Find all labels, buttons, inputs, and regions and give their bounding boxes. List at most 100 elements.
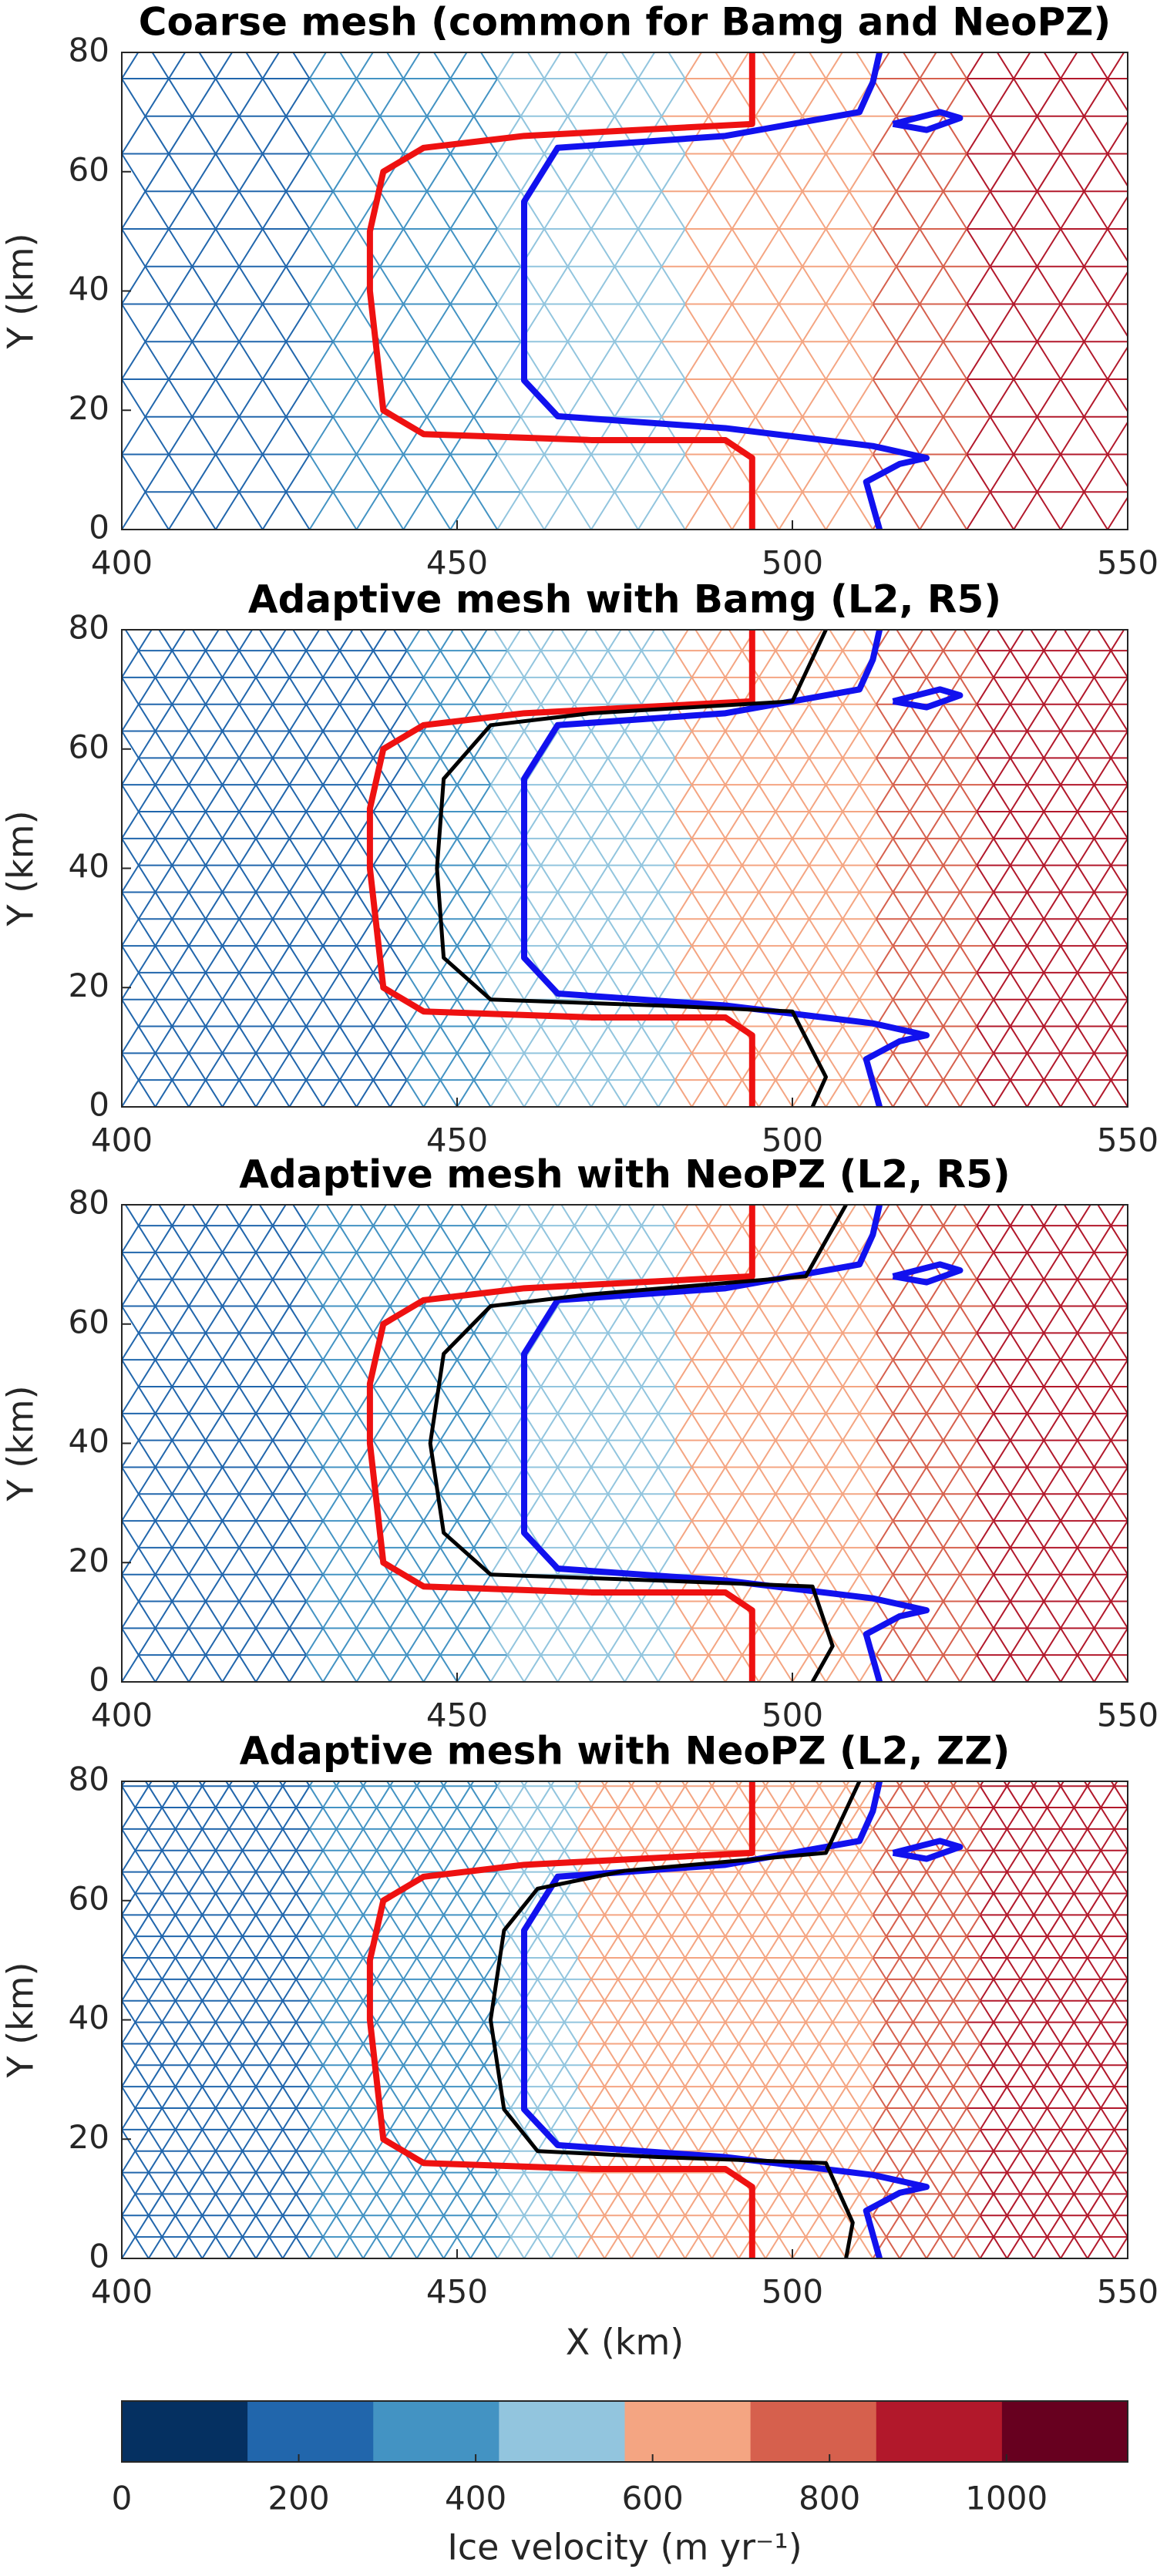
mesh-edge: [896, 41, 920, 79]
mesh-edge: [960, 1360, 977, 1387]
mesh-edge: [1095, 812, 1112, 839]
mesh-edge: [450, 229, 473, 267]
mesh-edge: [189, 1306, 206, 1333]
mesh-edge: [641, 1360, 658, 1387]
mesh-edge: [206, 1080, 223, 1107]
mesh-edge: [826, 919, 843, 946]
mesh-edge: [1162, 1000, 1167, 1027]
mesh-edge: [189, 1226, 206, 1253]
mesh-edge: [403, 41, 426, 79]
mesh-edge: [943, 341, 967, 379]
mesh-edge: [380, 79, 403, 116]
mesh-edge: [910, 1441, 927, 1468]
mesh-edge: [591, 1494, 608, 1521]
mesh-edge: [377, 2194, 390, 2215]
mesh-edge: [189, 1027, 206, 1054]
mesh-edge: [641, 973, 658, 1000]
mesh-edge: [692, 1253, 709, 1280]
mesh-edge: [1078, 1360, 1095, 1387]
mesh-edge: [189, 1467, 206, 1494]
mesh-edge: [910, 758, 927, 785]
mesh-edge: [558, 1414, 575, 1441]
mesh-edge: [1061, 892, 1078, 919]
mesh-edge: [1162, 1414, 1167, 1441]
mesh-edge: [641, 1441, 658, 1468]
mesh-edge: [658, 839, 675, 866]
mesh-edge: [927, 1628, 943, 1655]
mesh-edge: [507, 1655, 524, 1682]
mesh-edge: [625, 1628, 642, 1655]
mesh-edge: [608, 839, 625, 866]
mesh-edge: [269, 2215, 282, 2237]
mesh-edge: [256, 678, 273, 705]
mesh-edge: [1044, 1628, 1061, 1655]
mesh-edge: [755, 341, 779, 379]
mesh-edge: [1095, 1655, 1112, 1682]
mesh-edge: [708, 1494, 725, 1521]
mesh-edge: [357, 1000, 374, 1027]
mesh-edge: [591, 1655, 608, 1682]
mesh-edge: [614, 455, 637, 493]
mesh-edge: [457, 1053, 474, 1080]
mesh-edge: [457, 2173, 470, 2194]
mesh-edge: [1061, 267, 1084, 304]
mesh-edge: [809, 1441, 826, 1468]
mesh-edge: [692, 1199, 709, 1226]
mesh-edge: [1078, 1253, 1095, 1280]
mesh-edge: [675, 1494, 692, 1521]
mesh-edge: [206, 892, 223, 919]
mesh-edge: [256, 1053, 273, 1080]
mesh-edge: [564, 2194, 577, 2215]
mesh-edge: [290, 1387, 307, 1414]
mesh-edge: [390, 2173, 403, 2194]
mesh-edge: [1162, 1521, 1167, 1548]
mesh-edge: [336, 2215, 349, 2237]
mesh-edge: [708, 41, 731, 79]
mesh-edge: [457, 1080, 474, 1107]
mesh-edge: [377, 2151, 390, 2173]
mesh-edge: [873, 2151, 886, 2173]
mesh-edge: [290, 758, 307, 785]
mesh-edge: [192, 116, 215, 154]
mesh-edge: [641, 1548, 658, 1575]
mesh-edge: [474, 919, 491, 946]
mesh-edge: [390, 1467, 407, 1494]
mesh-edge: [732, 304, 755, 342]
mesh-edge: [779, 2215, 792, 2237]
mesh-edge: [842, 1027, 859, 1054]
mesh-edge: [1061, 1080, 1078, 1107]
mesh-edge: [1021, 2237, 1034, 2258]
mesh-edge: [920, 41, 943, 79]
mesh-edge: [1061, 1360, 1078, 1387]
mesh-edge: [491, 624, 508, 651]
mesh-edge: [876, 678, 893, 705]
mesh-edge: [390, 1226, 407, 1253]
mesh-edge: [551, 2173, 564, 2194]
mesh-edge: [172, 1441, 189, 1468]
mesh-edge: [156, 1053, 173, 1080]
mesh-edge: [1044, 785, 1061, 812]
mesh-edge: [809, 1306, 826, 1333]
mesh-edge: [1034, 2237, 1047, 2258]
mesh-edge: [698, 2173, 711, 2194]
mesh-edge: [558, 946, 575, 973]
mesh-edge: [1155, 41, 1167, 79]
mesh-edge: [1128, 1280, 1145, 1306]
mesh-edge: [256, 758, 273, 785]
mesh-edge: [953, 2215, 967, 2237]
mesh-edge: [685, 267, 708, 304]
mesh-edge: [1162, 1306, 1167, 1333]
mesh-edge: [953, 2194, 967, 2215]
mesh-edge: [156, 946, 173, 973]
mesh-edge: [122, 1548, 139, 1575]
mesh-edge: [333, 341, 356, 379]
mesh-edge: [641, 785, 658, 812]
mesh-edge: [156, 973, 173, 1000]
mesh-edge: [1061, 79, 1084, 116]
mesh-edge: [491, 1494, 508, 1521]
mesh-edge: [122, 892, 139, 919]
mesh-edge: [625, 731, 642, 758]
mesh-edge: [417, 2194, 430, 2215]
mesh-edge: [1115, 2194, 1128, 2215]
mesh-edge: [625, 1655, 642, 1682]
